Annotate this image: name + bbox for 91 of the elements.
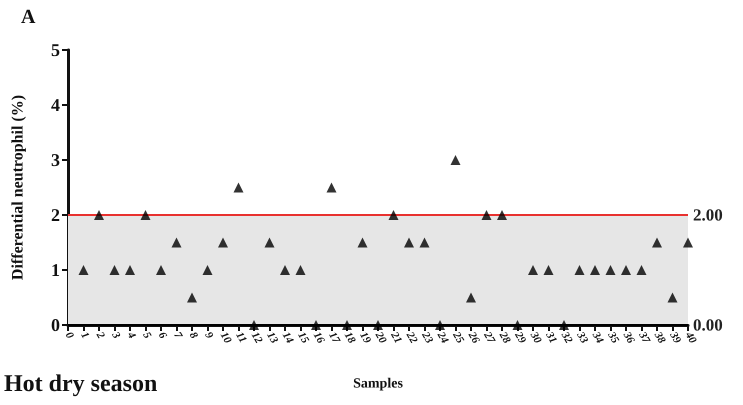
- point: [528, 265, 538, 275]
- x-tick-label: 34: [589, 329, 606, 346]
- x-tick-label: 25: [450, 329, 466, 346]
- x-tick-label: 2: [93, 329, 108, 342]
- x-tick-label: 30: [527, 329, 544, 346]
- point: [668, 292, 678, 302]
- x-tick-label: 35: [604, 329, 622, 346]
- point: [187, 292, 197, 302]
- point: [110, 265, 120, 275]
- point: [156, 265, 166, 275]
- x-tick-label: 37: [636, 329, 652, 346]
- point: [125, 265, 135, 275]
- x-tick-label: 4: [124, 329, 138, 342]
- x-tick-label: 17: [326, 330, 342, 346]
- x-tick-label: 29: [512, 329, 528, 346]
- ref-line-label: 2.00: [693, 206, 723, 224]
- x-tick-label: 31: [542, 329, 560, 346]
- point: [466, 292, 476, 302]
- x-tick-label: 13: [264, 330, 280, 346]
- x-tick-label: 14: [280, 330, 296, 346]
- x-tick-label: 19: [357, 330, 374, 346]
- x-tick-label: 12: [248, 330, 265, 346]
- x-tick-label: 8: [186, 330, 200, 342]
- point: [590, 265, 600, 275]
- x-tick-label: 28: [496, 329, 513, 346]
- point: [683, 238, 693, 248]
- point: [420, 238, 430, 248]
- x-tick-label: 10: [218, 330, 234, 346]
- point: [450, 155, 460, 165]
- point: [652, 238, 662, 248]
- point: [388, 210, 398, 220]
- point: [606, 265, 616, 275]
- x-tick-label: 18: [342, 330, 358, 346]
- point: [172, 238, 182, 248]
- point: [140, 210, 150, 220]
- x-tick-label: 11: [233, 330, 249, 345]
- point: [636, 265, 646, 275]
- x-tick-label: 24: [434, 329, 451, 346]
- y-tick-label: 5: [51, 40, 60, 60]
- x-axis-title: Samples: [353, 376, 404, 392]
- x-tick-label: 15: [295, 330, 312, 346]
- x-tick-label: 16: [310, 330, 327, 346]
- x-tick-label: 3: [108, 329, 123, 342]
- x-tick-label: 20: [372, 329, 389, 346]
- point: [497, 210, 507, 220]
- point: [311, 320, 321, 330]
- point: [342, 320, 352, 330]
- y-tick-label: 2: [51, 205, 60, 225]
- y-tick-label: 3: [51, 150, 60, 170]
- x-tick-label: 1: [78, 330, 92, 341]
- x-tick-label: 26: [465, 329, 482, 346]
- point: [559, 320, 569, 330]
- x-tick-label: 27: [480, 329, 498, 346]
- x-tick-label: 38: [651, 329, 668, 346]
- point: [218, 238, 228, 248]
- point: [358, 238, 368, 248]
- point: [234, 182, 244, 192]
- x-tick-label: 33: [574, 329, 590, 346]
- point: [512, 320, 522, 330]
- x-tick-label: 23: [418, 329, 436, 346]
- x-tick-label: 32: [558, 329, 575, 346]
- point: [78, 265, 88, 275]
- point: [202, 265, 212, 275]
- point: [264, 238, 274, 248]
- point: [296, 265, 306, 275]
- y-tick-label: 4: [51, 95, 60, 115]
- text: Hot dry season: [4, 371, 158, 397]
- point: [482, 210, 492, 220]
- x-tick-label: 36: [620, 329, 637, 346]
- x-tick-label: 39: [666, 329, 684, 346]
- x-tick-label: 7: [171, 330, 185, 342]
- x-tick-label: 22: [403, 329, 420, 346]
- point: [544, 265, 554, 275]
- point: [280, 265, 290, 275]
- point: [621, 265, 631, 275]
- point: [94, 210, 104, 220]
- point: [404, 238, 414, 248]
- chart-title: A: [21, 6, 36, 28]
- point: [249, 320, 259, 330]
- point: [574, 265, 584, 275]
- point: [326, 182, 336, 192]
- x-tick-label: 21: [388, 329, 404, 346]
- x-tick-label: 9: [202, 330, 216, 342]
- x-tick-label: 0: [62, 330, 76, 342]
- x-tick-label: 5: [140, 330, 154, 342]
- y-tick-label: 1: [51, 260, 60, 280]
- y-axis-title: Differential neutrophil (%): [10, 94, 26, 280]
- x-tick-label: 6: [156, 330, 170, 342]
- point: [435, 320, 445, 330]
- ref-line-label: 0.00: [693, 316, 723, 334]
- point: [373, 320, 383, 330]
